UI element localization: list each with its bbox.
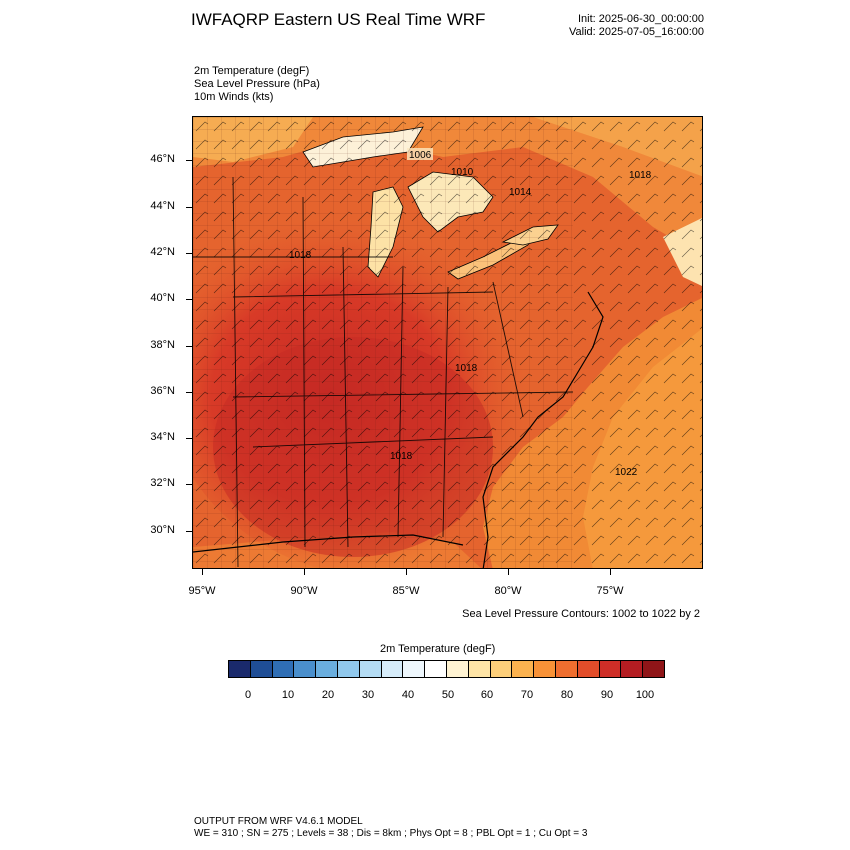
colorbar-swatch — [403, 661, 426, 677]
colorbar-label: 50 — [441, 689, 455, 701]
lon-label-85: 85°W — [392, 585, 420, 597]
model-config: WE = 310 ; SN = 275 ; Levels = 38 ; Dis … — [194, 828, 588, 839]
lat-label-40: 40°N — [150, 292, 175, 304]
colorbar-label: 100 — [635, 689, 655, 701]
isobar-label: 1018 — [455, 363, 478, 374]
isobar-label: 1006 — [409, 150, 432, 161]
colorbar-swatch — [446, 661, 469, 677]
lat-label-34: 34°N — [150, 431, 175, 443]
contour-note: Sea Level Pressure Contours: 1002 to 102… — [462, 608, 700, 620]
temperature-map: 1006 1010 1014 1018 1018 1018 1018 1022 — [192, 116, 703, 569]
colorbar-label: 40 — [401, 689, 415, 701]
colorbar-swatch — [381, 661, 404, 677]
lon-tick — [304, 569, 305, 575]
colorbar-swatch — [643, 661, 664, 677]
lat-tick — [186, 253, 192, 254]
colorbar-swatch — [490, 661, 513, 677]
isobar-label: 1014 — [509, 187, 532, 198]
colorbar-label: 90 — [600, 689, 614, 701]
lat-tick — [186, 346, 192, 347]
isobar-label: 1010 — [451, 167, 474, 178]
isobar-label: 1018 — [390, 451, 413, 462]
lon-tick — [406, 569, 407, 575]
lat-tick — [186, 438, 192, 439]
lon-tick — [610, 569, 611, 575]
lon-tick — [508, 569, 509, 575]
colorbar-label: 0 — [244, 689, 252, 701]
colorbar-swatch — [250, 661, 273, 677]
colorbar — [228, 660, 665, 678]
lon-tick — [202, 569, 203, 575]
colorbar-swatch — [294, 661, 317, 677]
colorbar-title: 2m Temperature (degF) — [380, 643, 496, 655]
colorbar-swatch — [337, 661, 360, 677]
lon-label-90: 90°W — [290, 585, 318, 597]
colorbar-swatch — [272, 661, 295, 677]
field-pressure: Sea Level Pressure (hPa) — [194, 78, 320, 90]
lon-label-95: 95°W — [188, 585, 216, 597]
valid-time: Valid: 2025-07-05_16:00:00 — [569, 26, 704, 38]
colorbar-swatch — [425, 661, 447, 677]
colorbar-swatch — [316, 661, 338, 677]
colorbar-swatch — [359, 661, 382, 677]
isobar-label: 1022 — [615, 467, 638, 478]
colorbar-label: 80 — [560, 689, 574, 701]
field-temperature: 2m Temperature (degF) — [194, 65, 310, 77]
lat-tick — [186, 392, 192, 393]
colorbar-label: 70 — [520, 689, 534, 701]
colorbar-swatch — [229, 661, 251, 677]
init-time: Init: 2025-06-30_00:00:00 — [578, 13, 704, 25]
lat-label-42: 42°N — [150, 246, 175, 258]
run-times: Init: 2025-06-30_00:00:00 Valid: 2025-07… — [569, 13, 704, 39]
colorbar-label: 60 — [480, 689, 494, 701]
colorbar-swatch — [512, 661, 535, 677]
lat-tick — [186, 207, 192, 208]
lat-tick — [186, 484, 192, 485]
colorbar-swatch — [534, 661, 556, 677]
colorbar-swatch — [621, 661, 644, 677]
lat-label-32: 32°N — [150, 477, 175, 489]
colorbar-swatch — [468, 661, 491, 677]
lat-tick — [186, 531, 192, 532]
lat-label-46: 46°N — [150, 153, 175, 165]
colorbar-swatch — [599, 661, 622, 677]
field-winds: 10m Winds (kts) — [194, 91, 274, 103]
map-canvas: 1006 1010 1014 1018 1018 1018 1018 1022 — [193, 117, 702, 568]
isobar-label: 1018 — [629, 170, 652, 181]
lat-label-38: 38°N — [150, 339, 175, 351]
colorbar-swatch — [555, 661, 578, 677]
lat-tick — [186, 299, 192, 300]
lat-label-36: 36°N — [150, 385, 175, 397]
colorbar-label: 30 — [361, 689, 375, 701]
lat-tick — [186, 160, 192, 161]
lat-label-30: 30°N — [150, 524, 175, 536]
lon-label-75: 75°W — [596, 585, 624, 597]
colorbar-swatch — [577, 661, 600, 677]
colorbar-label: 10 — [281, 689, 295, 701]
isobar-label: 1018 — [289, 250, 312, 261]
lon-label-80: 80°W — [494, 585, 522, 597]
colorbar-label: 20 — [321, 689, 335, 701]
model-info: OUTPUT FROM WRF V4.6.1 MODEL — [194, 816, 363, 827]
lat-label-44: 44°N — [150, 200, 175, 212]
plot-title: IWFAQRP Eastern US Real Time WRF — [191, 10, 486, 29]
